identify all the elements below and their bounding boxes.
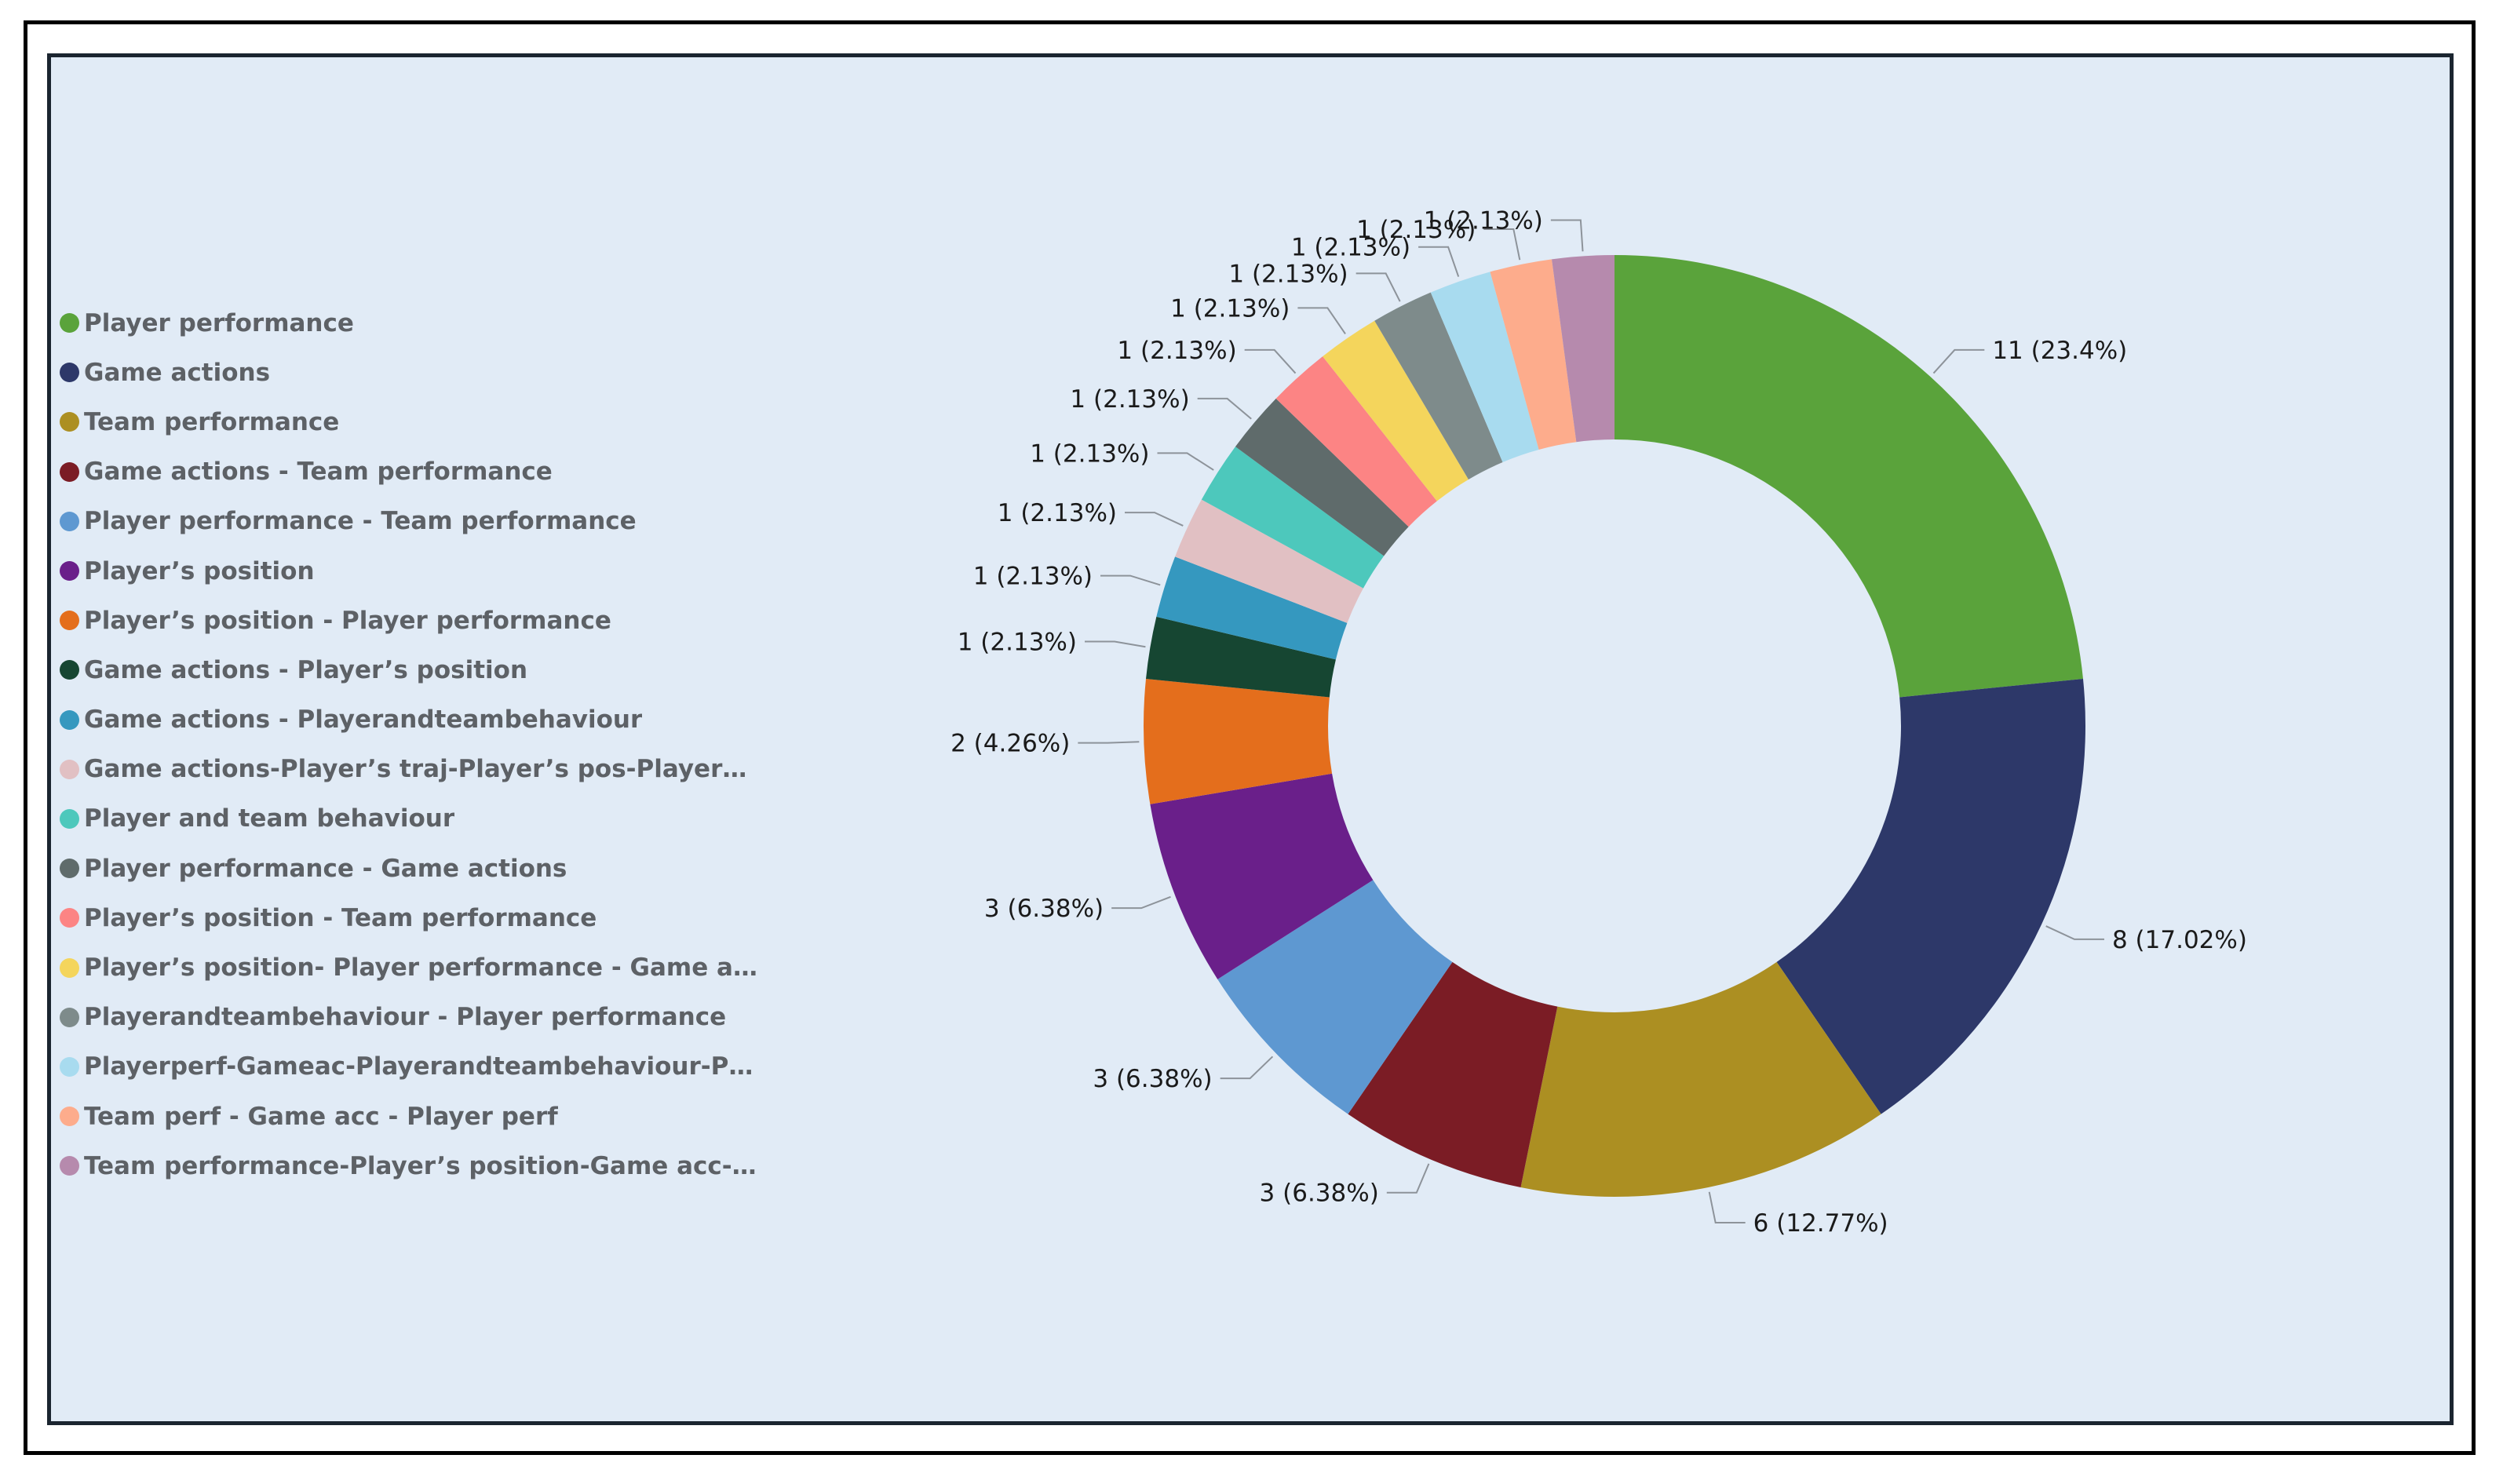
legend-swatch — [60, 957, 79, 978]
data-label: 3 (6.38%) — [1260, 1180, 1379, 1208]
legend-swatch — [60, 363, 79, 383]
donut-slice[interactable] — [1490, 259, 1577, 450]
donut-slice[interactable] — [1615, 255, 2083, 698]
donut-slice[interactable] — [1235, 398, 1409, 556]
leader-line — [1483, 228, 1521, 261]
legend-swatch — [60, 660, 79, 680]
leader-line — [1418, 246, 1460, 277]
data-label: 1 (2.13%) — [1424, 206, 1543, 235]
leader-line — [1355, 272, 1401, 302]
leader-line — [1111, 895, 1171, 910]
donut-slice[interactable] — [1374, 292, 1503, 479]
legend-item[interactable]: Team perf - Game acc - Player perf — [60, 1092, 766, 1141]
legend-item[interactable]: Team performance — [60, 397, 766, 447]
legend-swatch — [60, 412, 79, 432]
leader-line — [2045, 925, 2104, 940]
legend-item[interactable]: Game actions-Player’s traj-Player’s pos-… — [60, 745, 766, 794]
legend-item[interactable]: Player performance — [60, 298, 766, 348]
leader-line — [1084, 640, 1146, 648]
legend-item[interactable]: Player and team behaviour — [60, 794, 766, 844]
donut-slice[interactable] — [1776, 678, 2085, 1114]
legend-item[interactable]: Game actions - Team performance — [60, 447, 766, 497]
donut-slice[interactable] — [1146, 616, 1336, 698]
legend-item[interactable]: Player performance - Team performance — [60, 497, 766, 546]
donut-slice[interactable] — [1552, 255, 1615, 443]
data-label: 1 (2.13%) — [1030, 439, 1149, 468]
donut-slice[interactable] — [1156, 556, 1348, 660]
data-label: 1 (2.13%) — [1291, 234, 1410, 262]
data-label: 8 (17.02%) — [2112, 926, 2247, 954]
data-label: 1 (2.13%) — [1228, 260, 1348, 288]
leader-line — [1157, 452, 1214, 471]
legend-swatch — [60, 313, 79, 334]
legend-swatch — [60, 1007, 79, 1027]
leader-line — [1550, 219, 1584, 252]
legend-swatch — [60, 511, 79, 531]
legend-item[interactable]: Game actions - Playerandteambehaviour — [60, 695, 766, 745]
donut-slice[interactable] — [1323, 320, 1469, 501]
donut-slice[interactable] — [1150, 773, 1374, 979]
data-label: 11 (23.4%) — [1992, 337, 2127, 365]
leader-line — [1220, 1056, 1274, 1080]
data-label: 3 (6.38%) — [1093, 1065, 1212, 1093]
legend-swatch — [60, 1107, 79, 1127]
donut-slice[interactable] — [1520, 961, 1881, 1197]
legend: Player performance Game actions Team perfo… — [60, 298, 766, 1190]
data-label: 1 (2.13%) — [998, 499, 1117, 527]
data-label: 1 (2.13%) — [1070, 385, 1189, 414]
legend-item[interactable]: Playerperf-Gameac-Playerandteambehaviour… — [60, 1042, 766, 1092]
data-label: 1 (2.13%) — [958, 629, 1077, 657]
leader-line — [1297, 307, 1346, 334]
legend-item[interactable]: Player performance - Game actions — [60, 844, 766, 893]
legend-item[interactable]: Game actions — [60, 348, 766, 397]
legend-item[interactable]: Player’s position - Player performance — [60, 596, 766, 645]
data-label: 1 (2.13%) — [1356, 216, 1476, 244]
legend-item[interactable]: Playerandteambehaviour - Player performa… — [60, 993, 766, 1042]
legend-swatch — [60, 1056, 79, 1077]
data-label: 6 (12.77%) — [1753, 1209, 1888, 1238]
data-label: 2 (4.26%) — [950, 730, 1070, 758]
legend-swatch — [60, 611, 79, 631]
leader-line — [1125, 512, 1184, 527]
donut-slice[interactable] — [1217, 880, 1453, 1114]
donut-slice[interactable] — [1275, 356, 1437, 527]
data-label: 1 (2.13%) — [1170, 294, 1290, 323]
legend-item[interactable]: Team performance-Player’s position-Game … — [60, 1141, 766, 1190]
donut-slice[interactable] — [1430, 272, 1539, 462]
donut-slice[interactable] — [1348, 961, 1558, 1187]
legend-swatch — [60, 1156, 79, 1176]
leader-line — [1244, 348, 1297, 374]
legend-swatch — [60, 461, 79, 482]
legend-swatch — [60, 908, 79, 928]
leader-line — [1932, 348, 1985, 374]
legend-item[interactable]: Player’s position — [60, 546, 766, 596]
leader-line — [1100, 574, 1161, 586]
donut-slice[interactable] — [1175, 499, 1363, 623]
legend-item[interactable]: Player’s position - Team performance — [60, 893, 766, 943]
legend-swatch — [60, 859, 79, 879]
data-label: 3 (6.38%) — [984, 895, 1104, 923]
legend-item[interactable]: Game actions - Player’s position — [60, 645, 766, 695]
legend-swatch — [60, 808, 79, 829]
legend-swatch — [60, 561, 79, 582]
legend-swatch — [60, 759, 79, 779]
leader-line — [1197, 397, 1252, 420]
leader-line — [1708, 1191, 1746, 1224]
data-label: 1 (2.13%) — [1117, 337, 1236, 365]
legend-swatch — [60, 709, 79, 730]
data-label: 1 (2.13%) — [973, 563, 1093, 591]
donut-slice[interactable] — [1201, 447, 1385, 589]
legend-item[interactable]: Player’s position- Player performance - … — [60, 943, 766, 992]
donut-slice[interactable] — [1144, 678, 1333, 804]
leader-line — [1386, 1163, 1430, 1194]
